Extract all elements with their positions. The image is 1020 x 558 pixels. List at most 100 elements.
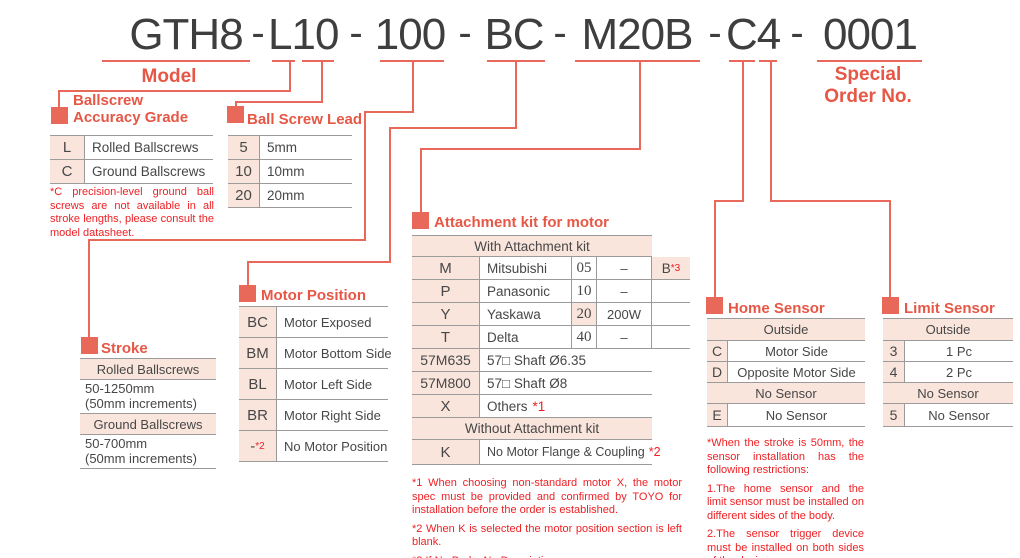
table-row: 57M800 57□ Shaft Ø8: [412, 372, 652, 395]
table-section-header: Outside: [707, 319, 865, 341]
connector-line: [515, 61, 517, 129]
model-code-segment-motor-position: BC: [484, 10, 544, 59]
connector-line: [770, 61, 772, 202]
table-row: L Rolled Ballscrews: [50, 136, 213, 160]
connector-line: [364, 111, 366, 241]
connector-line: [58, 90, 60, 108]
code-separator: -: [790, 11, 804, 55]
connector-line: [289, 61, 291, 92]
table-row: BL Motor Left Side: [239, 369, 388, 400]
model-code-segment-attachment: M20B: [581, 10, 694, 59]
table-row: BR Motor Right Side: [239, 400, 388, 431]
connector-line: [88, 239, 90, 338]
connector-line: [412, 61, 414, 113]
model-label: Model: [141, 66, 197, 87]
table-row: BM Motor Bottom Side: [239, 338, 392, 369]
connector-line: [58, 90, 291, 92]
table-row: K No Motor Flange & Coupling *2: [412, 440, 661, 465]
table-row: 5 5mm: [228, 136, 352, 160]
connector-line: [235, 101, 237, 107]
code-separator: -: [251, 11, 265, 55]
stroke-range: 50-1250mm (50mm increments): [80, 380, 216, 414]
table-row: 20 20mm: [228, 184, 352, 208]
underline-10: [302, 60, 334, 62]
connector-line: [389, 127, 391, 263]
section-bullet-square: [227, 106, 244, 123]
table-section-header: No Sensor: [707, 383, 865, 404]
table-row: 5 No Sensor: [883, 404, 1013, 427]
connector-line: [420, 148, 641, 150]
table-row: Y Yaskawa 20 200W: [412, 303, 690, 326]
table-row: P Panasonic 10 –: [412, 280, 690, 303]
table-row: 4 2 Pc: [883, 362, 1013, 383]
section-bullet-square: [706, 297, 723, 314]
table-row: D Opposite Motor Side: [707, 362, 865, 383]
connector-line: [420, 148, 422, 213]
table-row: 3 1 Pc: [883, 341, 1013, 362]
table-row: - *2 No Motor Position: [239, 431, 388, 462]
home-sensor-heading: Home Sensor: [728, 300, 825, 317]
section-bullet-square: [81, 337, 98, 354]
home-sensor-table: Outside C Motor Side D Opposite Motor Si…: [707, 318, 865, 427]
section-bullet-square: [882, 297, 899, 314]
connector-line: [889, 200, 891, 298]
motor-position-heading: Motor Position: [261, 287, 366, 304]
attachment-kit-notes: *1 When choosing non-standard motor X, t…: [412, 477, 682, 558]
connector-line: [389, 127, 517, 129]
underline-0001: [817, 60, 922, 62]
connector-line: [247, 261, 391, 263]
connector-line: [714, 200, 744, 202]
connector-line: [639, 61, 641, 150]
model-code-segment-series: GTH8: [129, 10, 243, 59]
attachment-kit-table: With Attachment kit M Mitsubishi 05 – B *…: [412, 235, 690, 465]
table-row: 57M635 57□ Shaft Ø6.35: [412, 349, 652, 372]
accuracy-grade-table: L Rolled Ballscrews C Ground Ballscrews: [50, 135, 213, 184]
connector-line: [235, 101, 323, 103]
connector-line: [321, 61, 323, 103]
underline-l: [272, 60, 295, 62]
accuracy-grade-heading: Ballscrew Accuracy Grade: [73, 92, 189, 126]
connector-line: [742, 61, 744, 202]
attachment-kit-heading: Attachment kit for motor: [434, 214, 610, 231]
table-row: X Others *1: [412, 395, 652, 418]
table-section-header: Without Attachment kit: [412, 418, 652, 440]
connector-line: [714, 200, 716, 298]
table-row: E No Sensor: [707, 404, 865, 427]
underline-model: [102, 60, 250, 62]
model-code-segment-sensors: C4: [726, 10, 781, 59]
code-separator: -: [458, 11, 472, 55]
table-section-header: With Attachment kit: [412, 235, 652, 257]
table-row: BC Motor Exposed: [239, 307, 388, 338]
table-section-header: Ground Ballscrews: [80, 414, 216, 435]
stroke-table: Rolled Ballscrews 50-1250mm (50mm increm…: [80, 358, 216, 469]
connector-line: [364, 111, 414, 113]
connector-line: [770, 200, 891, 202]
connector-line: [247, 261, 249, 286]
ball-screw-lead-table: 5 5mm 10 10mm 20 20mm: [228, 135, 352, 208]
ball-screw-lead-heading: Ball Screw Lead: [247, 111, 363, 128]
table-section-header: Rolled Ballscrews: [80, 359, 216, 380]
table-row: T Delta 40 –: [412, 326, 690, 349]
model-code-segment-stroke: 100: [374, 10, 446, 59]
limit-sensor-table: Outside 3 1 Pc 4 2 Pc No Sensor 5 No Sen…: [883, 318, 1013, 427]
sensor-notes: *When the stroke is 50mm, the sensor ins…: [707, 437, 864, 558]
special-order-label: Special Order No.: [824, 64, 912, 107]
table-section-header: No Sensor: [883, 383, 1013, 404]
underline-4: [759, 60, 777, 62]
section-bullet-square: [412, 212, 429, 229]
table-row: C Motor Side: [707, 341, 865, 362]
stroke-range: 50-700mm (50mm increments): [80, 435, 216, 469]
code-separator: -: [708, 11, 722, 55]
limit-sensor-heading: Limit Sensor: [904, 300, 995, 317]
table-section-header: Outside: [883, 319, 1013, 341]
model-code-segment-ballscrew: L10: [268, 10, 339, 59]
model-code-segment-order-no: 0001: [823, 10, 918, 59]
section-bullet-square: [51, 107, 68, 124]
motor-position-table: BC Motor Exposed BM Motor Bottom Side BL…: [239, 306, 392, 462]
table-row: M Mitsubishi 05 – B *3: [412, 257, 690, 280]
connector-line: [88, 239, 366, 241]
section-bullet-square: [239, 285, 256, 302]
stroke-heading: Stroke: [101, 340, 148, 357]
table-row: C Ground Ballscrews: [50, 160, 213, 184]
